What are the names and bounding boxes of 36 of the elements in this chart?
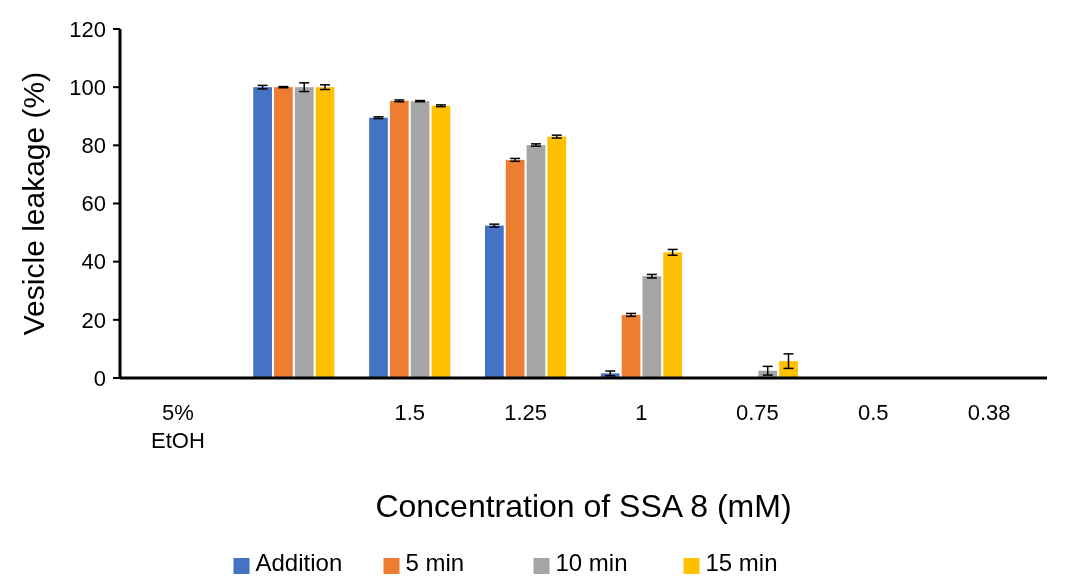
bar [642, 276, 662, 378]
bar [505, 159, 525, 378]
x-tick-label: 0.38 [967, 400, 1011, 425]
y-tick-label: 100 [69, 74, 106, 100]
x-tick-label: 1.25 [504, 400, 547, 425]
y-tick-label: 0 [93, 365, 106, 391]
bar [485, 225, 504, 378]
y-tick-label: 40 [81, 249, 106, 275]
x-tick-label: 5% EtOH [151, 400, 205, 453]
legend-label: Addition [255, 549, 343, 576]
bar [274, 87, 293, 378]
y-tick-label: 80 [81, 133, 106, 159]
bar [547, 136, 567, 378]
y-tick-label: 60 [81, 191, 106, 217]
bar [253, 87, 272, 378]
bar [315, 87, 335, 378]
bar [410, 101, 430, 378]
legend-label: 5 min [405, 549, 465, 576]
y-tick-label: 120 [69, 16, 106, 42]
bar [369, 117, 388, 378]
x-tick-label: 1 [635, 400, 648, 425]
bar [389, 100, 409, 378]
bar [779, 361, 798, 378]
bar [621, 314, 641, 378]
legend-label: 15 min [705, 549, 778, 576]
y-tick-label: 20 [81, 307, 106, 333]
bar [431, 105, 451, 378]
x-tick-label: 1.5 [394, 400, 425, 425]
x-tick-label: 0.5 [857, 400, 889, 425]
bar [663, 252, 682, 378]
legend-label: 10 min [555, 549, 628, 576]
x-tick-label: 0.75 [735, 400, 779, 425]
y-axis-title: Vesicle leakage (%) [17, 71, 50, 336]
bar [294, 87, 314, 378]
x-axis-title: Concentration of SSA 8 (mM) [375, 488, 792, 524]
bar [526, 145, 546, 378]
